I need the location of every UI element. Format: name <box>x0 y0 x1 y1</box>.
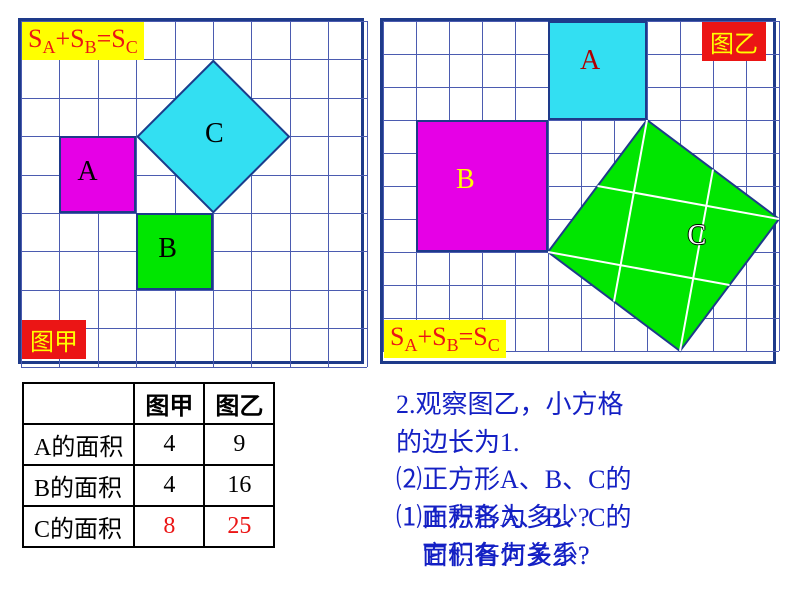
badge-yi: 图乙 <box>702 22 766 61</box>
question-line: 2.观察图乙，小方格 <box>396 386 631 424</box>
square-b <box>416 120 548 252</box>
table-header-row: 图甲 图乙 <box>23 383 274 424</box>
cell-a-yi: 9 <box>204 424 274 465</box>
cell-b-jia: 4 <box>134 465 204 506</box>
shape-label-a: A <box>580 45 600 77</box>
table-header-jia: 图甲 <box>134 383 204 424</box>
formula-text: SA+SB=SC <box>28 24 138 53</box>
figure-jia-panel: A B C <box>18 18 364 364</box>
question-line-overlay: ⑴正方形A、B、C的 <box>396 499 631 537</box>
shape-label-b: B <box>158 233 177 265</box>
figure-yi-panel: A B C <box>380 18 776 364</box>
row-label-a: A的面积 <box>23 424 134 465</box>
table-row: C的面积 8 25 <box>23 506 274 547</box>
shape-label-c: C <box>688 220 707 252</box>
cell-a-jia: 4 <box>134 424 204 465</box>
row-label-b: B的面积 <box>23 465 134 506</box>
table-header-yi: 图乙 <box>204 383 274 424</box>
question-text: 2.观察图乙，小方格的边长为1.⑵正方形A、B、C的 面积各为多少?⑴正方形A、… <box>396 386 631 574</box>
table-row: B的面积 4 16 <box>23 465 274 506</box>
badge-jia-text: 图甲 <box>30 330 78 356</box>
question-line-overlay: 面积各为多少? <box>396 537 590 575</box>
question-line: 它们有何关系? 面积各为多少? <box>396 537 631 575</box>
badge-yi-text: 图乙 <box>710 32 758 58</box>
table-header-blank <box>23 383 134 424</box>
cell-b-yi: 16 <box>204 465 274 506</box>
formula-right: SA+SB=SC <box>384 320 506 358</box>
shape-label-a: A <box>77 156 97 188</box>
shape-label-b: B <box>456 164 475 196</box>
shape-label-c: C <box>205 118 224 150</box>
question-line: 面积各为多少?⑴正方形A、B、C的 <box>396 499 631 537</box>
question-line: ⑵正方形A、B、C的 <box>396 461 631 499</box>
cell-c-yi: 25 <box>204 506 274 547</box>
formula-text: SA+SB=SC <box>390 322 500 351</box>
badge-jia: 图甲 <box>22 320 86 359</box>
area-table: 图甲 图乙 A的面积 4 9 B的面积 4 16 C的面积 8 25 <box>22 382 275 548</box>
row-label-c: C的面积 <box>23 506 134 547</box>
cell-c-jia: 8 <box>134 506 204 547</box>
table-row: A的面积 4 9 <box>23 424 274 465</box>
formula-left: SA+SB=SC <box>22 22 144 60</box>
question-line: 的边长为1. <box>396 424 631 462</box>
